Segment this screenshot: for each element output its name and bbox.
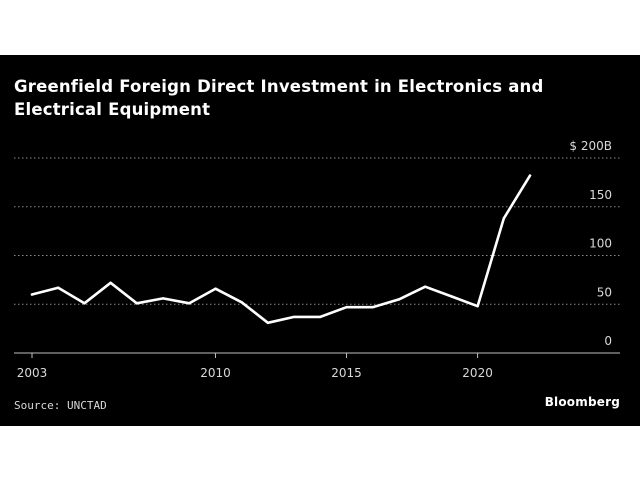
- data-point: [450, 295, 453, 298]
- data-point: [240, 301, 243, 304]
- data-point: [214, 287, 217, 290]
- data-point: [371, 305, 374, 309]
- data-point: [319, 315, 322, 319]
- y-tick-label: 150: [589, 188, 612, 202]
- x-tick-label: 2010: [200, 366, 231, 380]
- y-tick-label: 50: [597, 285, 612, 299]
- chart-panel: Greenfield Foreign Direct Investment in …: [0, 55, 640, 426]
- series-line: [30, 174, 532, 325]
- y-tick-label: $ 200B: [569, 139, 612, 153]
- source-note: Source: UNCTAD: [14, 399, 107, 412]
- data-point: [423, 285, 427, 288]
- bloomberg-logo: Bloomberg: [544, 395, 620, 409]
- data-point: [292, 315, 296, 319]
- data-point: [266, 321, 270, 324]
- data-point: [528, 174, 532, 177]
- data-point: [109, 281, 112, 284]
- line-chart: $ 200B 150 100 50 0 2003 2010 2015 2020: [14, 139, 620, 380]
- x-tick-label: 2020: [462, 366, 493, 380]
- data-point: [83, 302, 86, 305]
- data-point: [161, 297, 165, 300]
- data-point: [476, 305, 479, 308]
- y-tick-label: 100: [589, 237, 612, 251]
- data-point: [397, 298, 401, 301]
- chart-title: Greenfield Foreign Direct Investment in …: [14, 77, 544, 119]
- x-tick-label: 2003: [17, 366, 48, 380]
- data-point: [502, 217, 505, 220]
- data-point: [188, 302, 191, 305]
- data-point: [345, 305, 348, 309]
- data-point: [57, 286, 60, 289]
- x-tick-label: 2015: [331, 366, 362, 380]
- data-point: [135, 302, 139, 305]
- y-tick-label: 0: [604, 334, 612, 348]
- data-point: [30, 293, 34, 296]
